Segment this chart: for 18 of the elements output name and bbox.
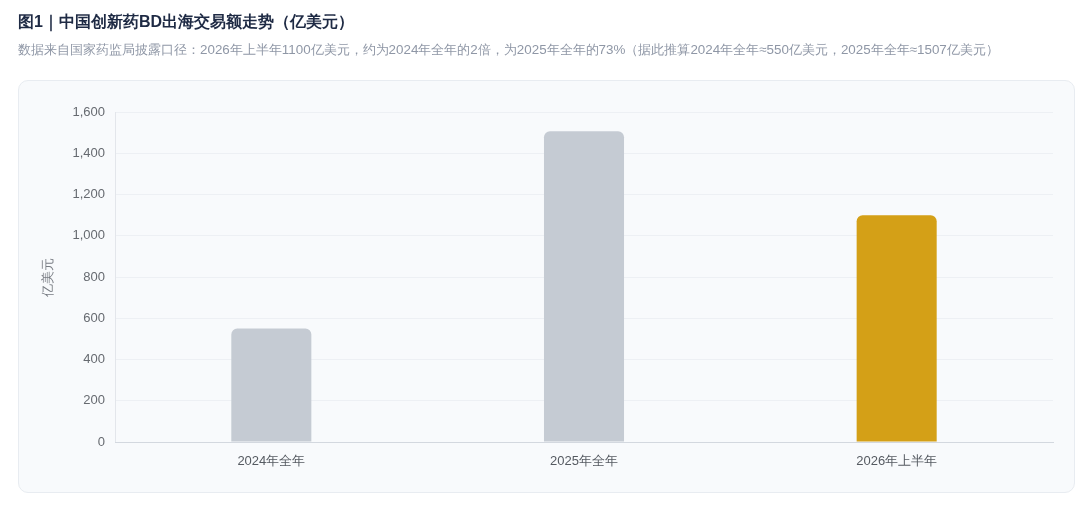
y-tick-label: 1,000 <box>72 227 105 243</box>
chart-subtitle: 数据来自国家药监局披露口径：2026年上半年1100亿美元，约为2024年全年的2倍，为2025年全年的73%（据此推算2024年全年≈550亿美元，2025年全年≈1507亿美元） <box>18 41 999 59</box>
bar <box>543 131 625 442</box>
x-tick-label: 2024年全年 <box>237 453 306 469</box>
y-tick-label: 1,600 <box>72 103 105 119</box>
x-tick-label: 2025年全年 <box>550 453 618 469</box>
y-tick-label: 400 <box>83 351 105 367</box>
y-axis-title: 亿美元 <box>40 257 56 298</box>
y-tick-label: 1,200 <box>72 186 105 202</box>
y-tick-label: 0 <box>97 433 105 449</box>
bar <box>856 215 937 442</box>
chart-title: 图1｜中国创新药BD出海交易额走势（亿美元） <box>18 12 355 32</box>
y-tick-label: 600 <box>83 309 105 325</box>
x-tick-label: 2026年上半年 <box>856 453 938 469</box>
bar <box>231 328 312 442</box>
y-tick-label: 800 <box>83 268 105 284</box>
y-tick-label: 1,400 <box>72 144 105 160</box>
y-tick-label: 200 <box>83 392 105 408</box>
